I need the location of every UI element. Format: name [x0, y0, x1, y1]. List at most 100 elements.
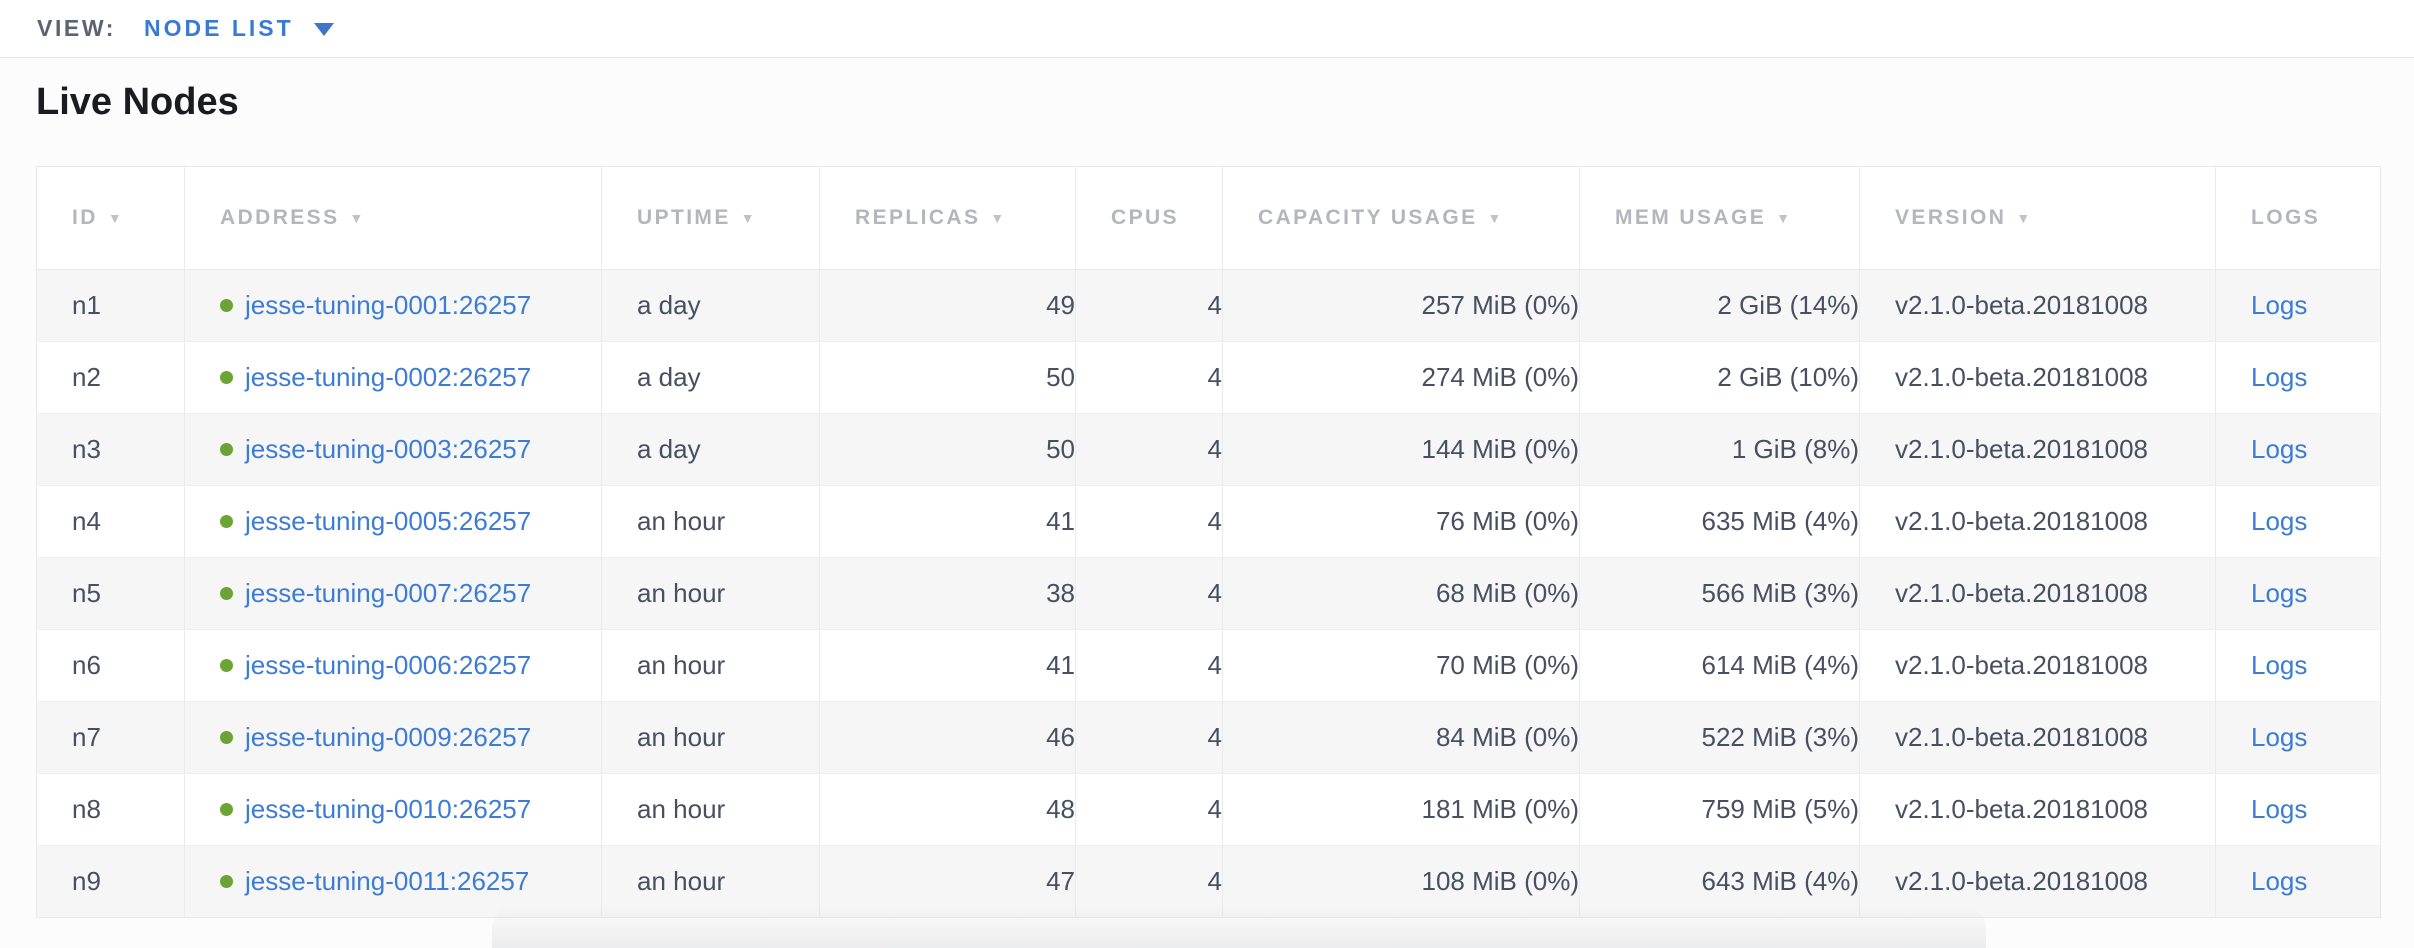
live-nodes-section: Live Nodes ID ▼ ADDRESS ▼ UPTIME ▼ REPLICAS ▼ CP…: [0, 58, 2414, 918]
column-header-uptime[interactable]: UPTIME ▼: [601, 166, 820, 270]
node-status-healthy-icon: [220, 443, 233, 456]
cell-replicas: 50: [819, 413, 1076, 486]
table-row: n3 jesse-tuning-0003:26257 a day 50 4 144 MiB…: [36, 413, 2381, 486]
node-address-link[interactable]: jesse-tuning-0006:26257: [245, 650, 532, 680]
view-toolbar: VIEW: NODE LIST: [0, 0, 2414, 58]
chevron-down-icon[interactable]: [313, 23, 334, 36]
table-row: n2 jesse-tuning-0002:26257 a day 50 4 274 MiB…: [36, 341, 2381, 414]
node-address-link[interactable]: jesse-tuning-0001:26257: [245, 290, 532, 320]
node-logs-link[interactable]: Logs: [2251, 794, 2308, 824]
column-header-label: ID: [72, 206, 98, 229]
column-header-version[interactable]: VERSION ▼: [1859, 166, 2216, 270]
node-logs-link[interactable]: Logs: [2251, 722, 2308, 752]
view-selector-value[interactable]: NODE LIST: [144, 15, 294, 41]
column-header-label: UPTIME: [637, 206, 731, 229]
column-header-label: CAPACITY USAGE: [1258, 206, 1478, 229]
cell-uptime: a day: [601, 341, 820, 414]
cell-address: jesse-tuning-0001:26257: [184, 269, 602, 342]
cell-cpus: 4: [1075, 485, 1223, 558]
sort-indicator-icon[interactable]: ▼: [349, 210, 366, 226]
cell-uptime: a day: [601, 269, 820, 342]
column-header-address[interactable]: ADDRESS ▼: [184, 166, 602, 270]
cell-id: n6: [36, 629, 185, 702]
node-logs-link[interactable]: Logs: [2251, 506, 2308, 536]
node-address-link[interactable]: jesse-tuning-0002:26257: [245, 362, 532, 392]
cell-version: v2.1.0-beta.20181008: [1859, 845, 2216, 918]
cell-replicas: 41: [819, 629, 1076, 702]
cell-uptime: an hour: [601, 629, 820, 702]
cell-capacity: 257 MiB (0%): [1222, 269, 1580, 342]
cell-replicas: 50: [819, 341, 1076, 414]
cell-version: v2.1.0-beta.20181008: [1859, 485, 2216, 558]
cell-mem: 2 GiB (10%): [1579, 341, 1860, 414]
cell-uptime: an hour: [601, 701, 820, 774]
sort-indicator-icon[interactable]: ▼: [2016, 210, 2033, 226]
cell-capacity: 181 MiB (0%): [1222, 773, 1580, 846]
cell-replicas: 38: [819, 557, 1076, 630]
view-selector-dropdown[interactable]: NODE LIST: [144, 15, 334, 42]
node-logs-link[interactable]: Logs: [2251, 866, 2308, 896]
cell-id: n7: [36, 701, 185, 774]
node-address-link[interactable]: jesse-tuning-0011:26257: [245, 866, 530, 896]
cell-logs: Logs: [2215, 773, 2381, 846]
cell-address: jesse-tuning-0002:26257: [184, 341, 602, 414]
column-header-id[interactable]: ID ▼: [36, 166, 185, 270]
sort-indicator-icon[interactable]: ▼: [1487, 210, 1504, 226]
node-logs-link[interactable]: Logs: [2251, 290, 2308, 320]
cell-version: v2.1.0-beta.20181008: [1859, 557, 2216, 630]
column-header-label: MEM USAGE: [1615, 206, 1767, 229]
cell-version: v2.1.0-beta.20181008: [1859, 341, 2216, 414]
column-header-replicas[interactable]: REPLICAS ▼: [819, 166, 1076, 270]
cell-cpus: 4: [1075, 701, 1223, 774]
cell-mem: 522 MiB (3%): [1579, 701, 1860, 774]
node-status-healthy-icon: [220, 731, 233, 744]
sort-indicator-icon[interactable]: ▼: [107, 210, 125, 226]
cell-address: jesse-tuning-0005:26257: [184, 485, 602, 558]
cell-uptime: a day: [601, 413, 820, 486]
cell-replicas: 46: [819, 701, 1076, 774]
table-row: n7 jesse-tuning-0009:26257 an hour 46 4 84 Mi…: [36, 701, 2381, 774]
table-row: n8 jesse-tuning-0010:26257 an hour 48 4 181 M…: [36, 773, 2381, 846]
node-logs-link[interactable]: Logs: [2251, 362, 2308, 392]
column-header-mem[interactable]: MEM USAGE ▼: [1579, 166, 1860, 270]
cell-capacity: 76 MiB (0%): [1222, 485, 1580, 558]
cell-address: jesse-tuning-0003:26257: [184, 413, 602, 486]
view-label: VIEW:: [37, 15, 117, 41]
cell-version: v2.1.0-beta.20181008: [1859, 773, 2216, 846]
sort-indicator-icon[interactable]: ▼: [1776, 210, 1793, 226]
table-row: n9 jesse-tuning-0011:26257 an hour 47 4 108 M…: [36, 845, 2381, 918]
cell-version: v2.1.0-beta.20181008: [1859, 413, 2216, 486]
node-logs-link[interactable]: Logs: [2251, 434, 2308, 464]
cell-id: n8: [36, 773, 185, 846]
cell-logs: Logs: [2215, 629, 2381, 702]
sort-indicator-icon[interactable]: ▼: [740, 210, 758, 226]
node-logs-link[interactable]: Logs: [2251, 578, 2308, 608]
cell-id: n2: [36, 341, 185, 414]
live-nodes-table: ID ▼ ADDRESS ▼ UPTIME ▼ REPLICAS ▼ CPUS CAPACITY …: [36, 166, 2381, 918]
node-status-healthy-icon: [220, 875, 233, 888]
cell-address: jesse-tuning-0009:26257: [184, 701, 602, 774]
column-header-capacity[interactable]: CAPACITY USAGE ▼: [1222, 166, 1580, 270]
sort-indicator-icon[interactable]: ▼: [990, 210, 1007, 226]
cell-cpus: 4: [1075, 773, 1223, 846]
column-header-label: VERSION: [1895, 206, 2007, 229]
node-address-link[interactable]: jesse-tuning-0005:26257: [245, 506, 532, 536]
cell-capacity: 144 MiB (0%): [1222, 413, 1580, 486]
node-address-link[interactable]: jesse-tuning-0003:26257: [245, 434, 532, 464]
cell-capacity: 68 MiB (0%): [1222, 557, 1580, 630]
node-status-healthy-icon: [220, 371, 233, 384]
column-header-cpus: CPUS: [1075, 166, 1223, 270]
node-logs-link[interactable]: Logs: [2251, 650, 2308, 680]
node-address-link[interactable]: jesse-tuning-0010:26257: [245, 794, 532, 824]
cell-capacity: 84 MiB (0%): [1222, 701, 1580, 774]
cell-version: v2.1.0-beta.20181008: [1859, 629, 2216, 702]
node-status-healthy-icon: [220, 659, 233, 672]
cell-cpus: 4: [1075, 629, 1223, 702]
cell-id: n5: [36, 557, 185, 630]
node-address-link[interactable]: jesse-tuning-0009:26257: [245, 722, 532, 752]
column-header-label: ADDRESS: [220, 206, 340, 229]
cell-mem: 2 GiB (14%): [1579, 269, 1860, 342]
column-header-label: REPLICAS: [855, 206, 981, 229]
cell-capacity: 108 MiB (0%): [1222, 845, 1580, 918]
node-address-link[interactable]: jesse-tuning-0007:26257: [245, 578, 532, 608]
